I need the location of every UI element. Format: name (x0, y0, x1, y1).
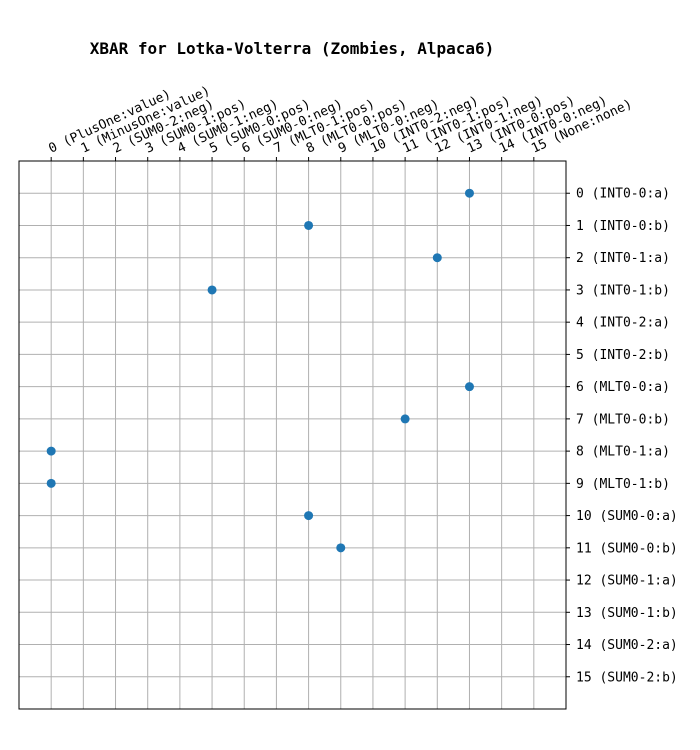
plot-area-frame (18, 160, 567, 710)
y-tick-label: 0 (INT0-0:a) (576, 187, 670, 202)
y-tick-label: 7 (MLT0-0:b) (576, 412, 670, 427)
data-point (432, 253, 442, 263)
data-point (464, 382, 474, 392)
data-points (46, 188, 474, 553)
chart-title: XBAR for Lotka-Volterra (Zombies, Alpaca… (90, 39, 495, 58)
y-axis-ticks: 0 (INT0-0:a) 1 (INT0-0:b) 2 (INT0-1:a) 3 (I… (566, 187, 678, 685)
y-tick-label: 3 (INT0-1:b) (576, 283, 670, 298)
data-point (400, 414, 410, 424)
data-point (304, 511, 314, 521)
y-tick-label: 5 (INT0-2:b) (576, 348, 670, 363)
y-tick-label: 14 (SUM0-2:a) (576, 638, 678, 653)
data-point (336, 543, 346, 553)
data-point (46, 446, 56, 456)
y-tick-label: 4 (INT0-2:a) (576, 316, 670, 331)
data-point (464, 188, 474, 198)
data-point (46, 478, 56, 488)
y-tick-label: 9 (MLT0-1:b) (576, 477, 670, 492)
y-tick-label: 13 (SUM0-1:b) (576, 606, 678, 621)
y-tick-label: 10 (SUM0-0:a) (576, 509, 678, 524)
data-point (207, 285, 217, 295)
y-tick-label: 2 (INT0-1:a) (576, 251, 670, 266)
data-point (304, 220, 314, 230)
y-tick-label: 12 (SUM0-1:a) (576, 574, 678, 589)
grid-lines (19, 161, 566, 709)
y-tick-label: 6 (MLT0-0:a) (576, 380, 670, 395)
x-axis-ticks: 0 (PlusOne:value)1 (MinusOne:value)2 (SU… (47, 83, 635, 161)
y-tick-label: 8 (MLT0-1:a) (576, 445, 670, 460)
y-tick-label: 15 (SUM0-2:b) (576, 670, 678, 685)
y-tick-label: 11 (SUM0-0:b) (576, 541, 678, 556)
y-tick-label: 1 (INT0-0:b) (576, 219, 670, 234)
